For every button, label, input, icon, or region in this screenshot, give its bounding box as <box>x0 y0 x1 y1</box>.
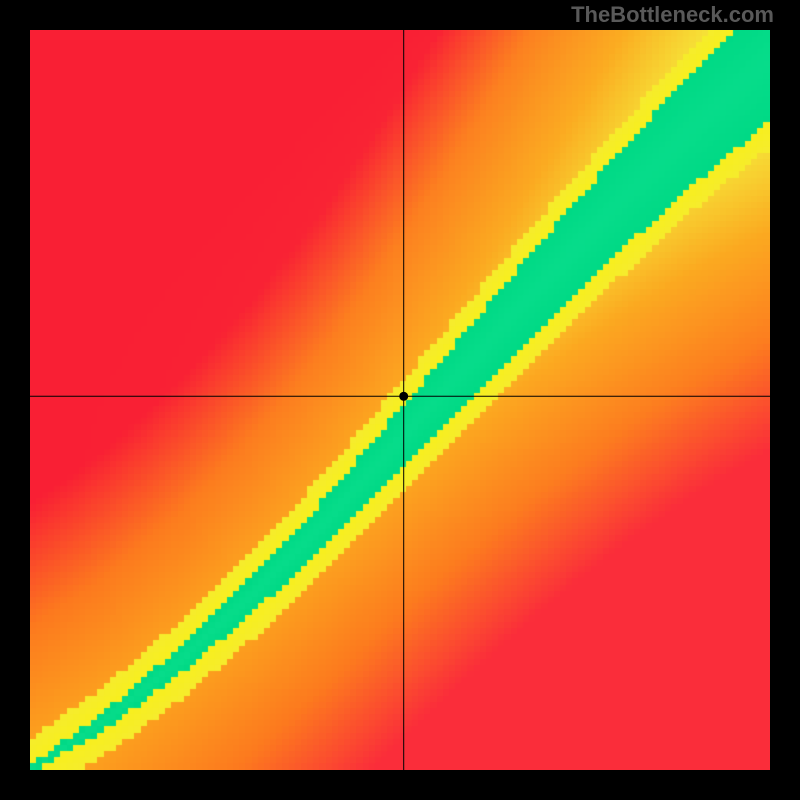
chart-container: TheBottleneck.com <box>0 0 800 800</box>
watermark-text: TheBottleneck.com <box>571 2 774 28</box>
heatmap-canvas <box>30 30 770 770</box>
